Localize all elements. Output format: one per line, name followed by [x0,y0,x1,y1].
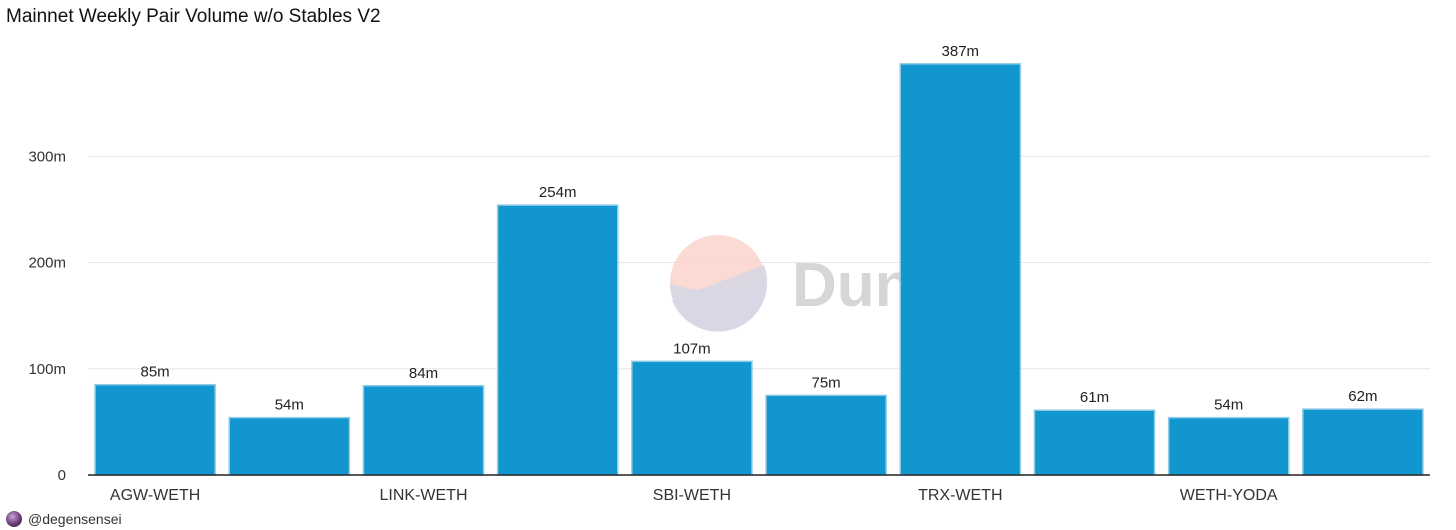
data-label: 107m [673,340,711,357]
data-label: 387m [942,43,980,60]
bar[interactable] [362,385,485,476]
bar[interactable] [631,360,753,476]
data-label: 54m [1214,397,1243,414]
data-label: 84m [409,365,438,382]
y-tick-label: 200m [28,255,66,272]
bar[interactable] [1167,416,1290,476]
data-label: 54m [275,397,304,414]
y-axis: 0 100m 200m 300m [28,148,66,484]
bars [94,63,1424,476]
bar[interactable] [1302,408,1424,476]
x-tick-label: TRX-WETH [918,487,1002,504]
bar[interactable] [765,394,887,476]
bar[interactable] [496,204,619,476]
bar[interactable] [94,383,216,476]
x-axis: AGW-WETH LINK-WETH SBI-WETH TRX-WETH WETH-YO… [88,474,1430,504]
footer: @degensensei [6,511,122,527]
value-labels: 85m 54m 84m 254m 107m 75m 387m 61m 54m 62m [141,43,1378,414]
data-label: 85m [141,364,170,381]
y-tick-label: 0 [58,467,66,484]
x-tick-label: AGW-WETH [110,487,200,504]
data-label: 254m [539,184,577,201]
avatar [6,511,22,527]
author-handle[interactable]: @degensensei [28,511,122,527]
x-tick-label: SBI-WETH [653,487,731,504]
data-label: 61m [1080,389,1109,406]
bar[interactable] [899,63,1022,476]
y-tick-label: 100m [28,361,66,378]
data-label: 62m [1348,388,1377,405]
chart-title: Mainnet Weekly Pair Volume w/o Stables V… [6,6,381,27]
data-label: 75m [812,374,841,391]
x-tick-label: WETH-YODA [1180,487,1278,504]
bar[interactable] [1033,409,1156,476]
y-tick-label: 300m [28,148,66,165]
x-tick-label: LINK-WETH [380,487,468,504]
bar[interactable] [228,416,351,476]
